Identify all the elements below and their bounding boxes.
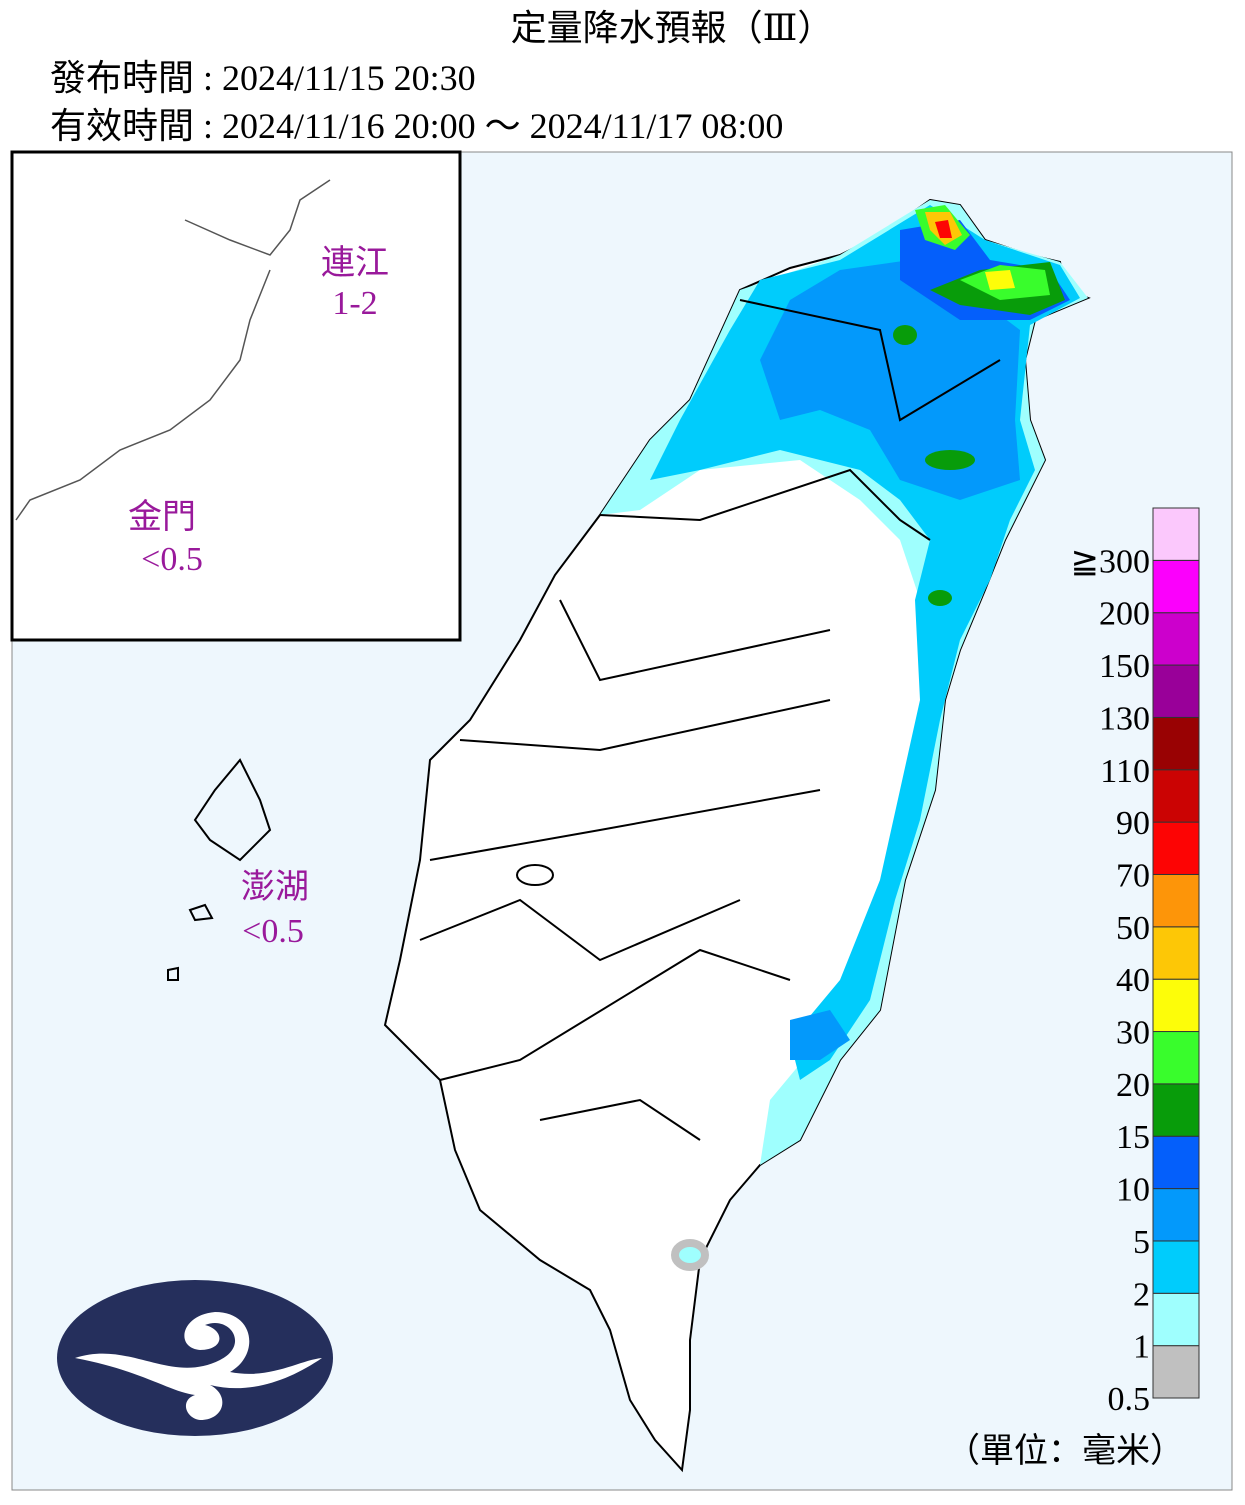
legend-swatch xyxy=(1152,1240,1200,1294)
penghu-islands xyxy=(167,758,272,981)
region-amount: <0.5 xyxy=(242,913,304,950)
region-amount: <0.5 xyxy=(141,541,203,578)
legend-label: 40 xyxy=(1116,962,1150,999)
taiwan-map xyxy=(383,198,1091,1473)
region-name: 澎湖 xyxy=(241,868,309,906)
legend: 0.5 1 2 5 10 15 20 30 40 50 70 90 110 130 150 200 ≧300 xyxy=(1071,507,1200,1418)
legend-label: 200 xyxy=(1099,596,1150,633)
legend-swatch xyxy=(1152,1135,1200,1190)
legend-label: 20 xyxy=(1116,1067,1150,1104)
legend-swatch xyxy=(1152,1083,1200,1137)
title: 定量降水預報（Ⅲ） xyxy=(511,8,834,48)
region-name: 連江 xyxy=(321,244,389,282)
legend-swatch xyxy=(1152,559,1200,614)
legend-swatch xyxy=(1152,926,1200,980)
legend-label: 30 xyxy=(1116,1015,1150,1052)
legend-swatch xyxy=(1152,1031,1200,1085)
legend-swatch xyxy=(1152,1188,1200,1242)
legend-label: ≧300 xyxy=(1071,543,1151,580)
legend-label: 70 xyxy=(1116,857,1150,894)
legend-swatch xyxy=(1152,716,1200,771)
legend-label: 150 xyxy=(1099,648,1150,685)
legend-swatch xyxy=(1152,978,1200,1033)
logo xyxy=(57,1280,333,1436)
inset-coast xyxy=(15,179,331,521)
legend-swatch xyxy=(1152,612,1200,666)
legend-label: 130 xyxy=(1099,700,1150,737)
legend-label: 1 xyxy=(1133,1329,1150,1366)
legend-swatch xyxy=(1152,664,1200,718)
legend-label: 50 xyxy=(1116,910,1150,947)
legend-swatch xyxy=(1152,769,1200,823)
legend-swatch xyxy=(1152,1292,1200,1347)
legend-swatch xyxy=(1152,873,1200,928)
legend-label: 110 xyxy=(1100,753,1150,790)
legend-label: 15 xyxy=(1116,1119,1150,1156)
legend-swatch xyxy=(1152,507,1200,561)
inset-box xyxy=(10,150,462,642)
legend-swatch xyxy=(1152,1345,1200,1399)
legend-label: 5 xyxy=(1133,1224,1150,1261)
region-name: 金門 xyxy=(128,498,196,536)
legend-label: 0.5 xyxy=(1108,1381,1151,1418)
region-amount: 1-2 xyxy=(332,285,377,322)
legend-swatch xyxy=(1152,821,1200,875)
valid-time: 有效時間 : 2024/11/16 20:00 ～ 2024/11/17 08:… xyxy=(50,106,783,146)
unit-label: （單位：毫米） xyxy=(946,1432,1184,1470)
legend-label: 90 xyxy=(1116,805,1150,842)
issued-time: 發布時間 : 2024/11/15 20:30 xyxy=(50,58,476,98)
legend-label: 10 xyxy=(1116,1172,1150,1209)
legend-label: 2 xyxy=(1133,1276,1150,1313)
